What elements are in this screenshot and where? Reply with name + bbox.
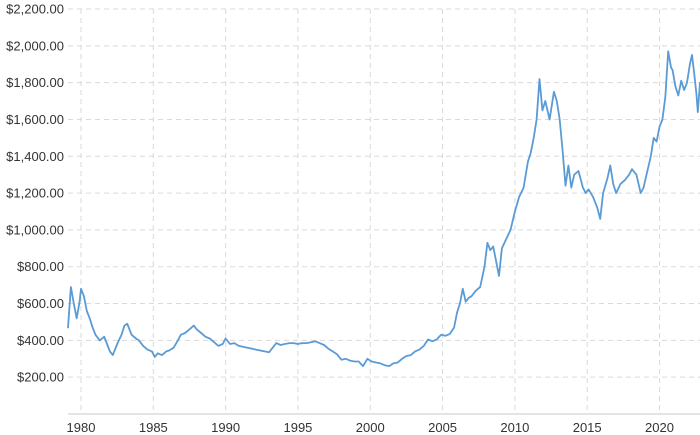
- y-tick-label: $400.00: [17, 333, 64, 348]
- y-tick-label: $600.00: [17, 296, 64, 311]
- x-tick-label: 2020: [645, 420, 674, 435]
- y-tick-label: $800.00: [17, 259, 64, 274]
- x-tick-label: 1980: [67, 420, 96, 435]
- y-tick-label: $1,800.00: [6, 75, 64, 90]
- x-tick-label: 1995: [283, 420, 312, 435]
- x-tick-label: 2015: [573, 420, 602, 435]
- y-axis-tick-labels: $200.00 $400.00 $600.00 $800.00 $1,000.00 $1,…: [6, 2, 64, 385]
- y-tick-label: $1,200.00: [6, 186, 64, 201]
- series-layer: [67, 50, 700, 367]
- y-tick-label: $200.00: [17, 370, 64, 385]
- x-tick-label: 2005: [428, 420, 457, 435]
- y-tick-label: $1,400.00: [6, 149, 64, 164]
- x-tick-label: 1985: [139, 420, 168, 435]
- series-line: [67, 50, 700, 367]
- y-tick-label: $2,000.00: [6, 38, 64, 53]
- x-axis-tick-labels: 1980 1985 1990 1995 2000 2005 2010 2015 2020: [67, 420, 674, 435]
- y-tick-label: $2,200.00: [6, 2, 64, 17]
- y-tick-label: $1,000.00: [6, 222, 64, 237]
- x-tick-label: 2000: [356, 420, 385, 435]
- x-tick-label: 1990: [211, 420, 240, 435]
- y-tick-label: $1,600.00: [6, 112, 64, 127]
- x-tick-label: 2010: [500, 420, 529, 435]
